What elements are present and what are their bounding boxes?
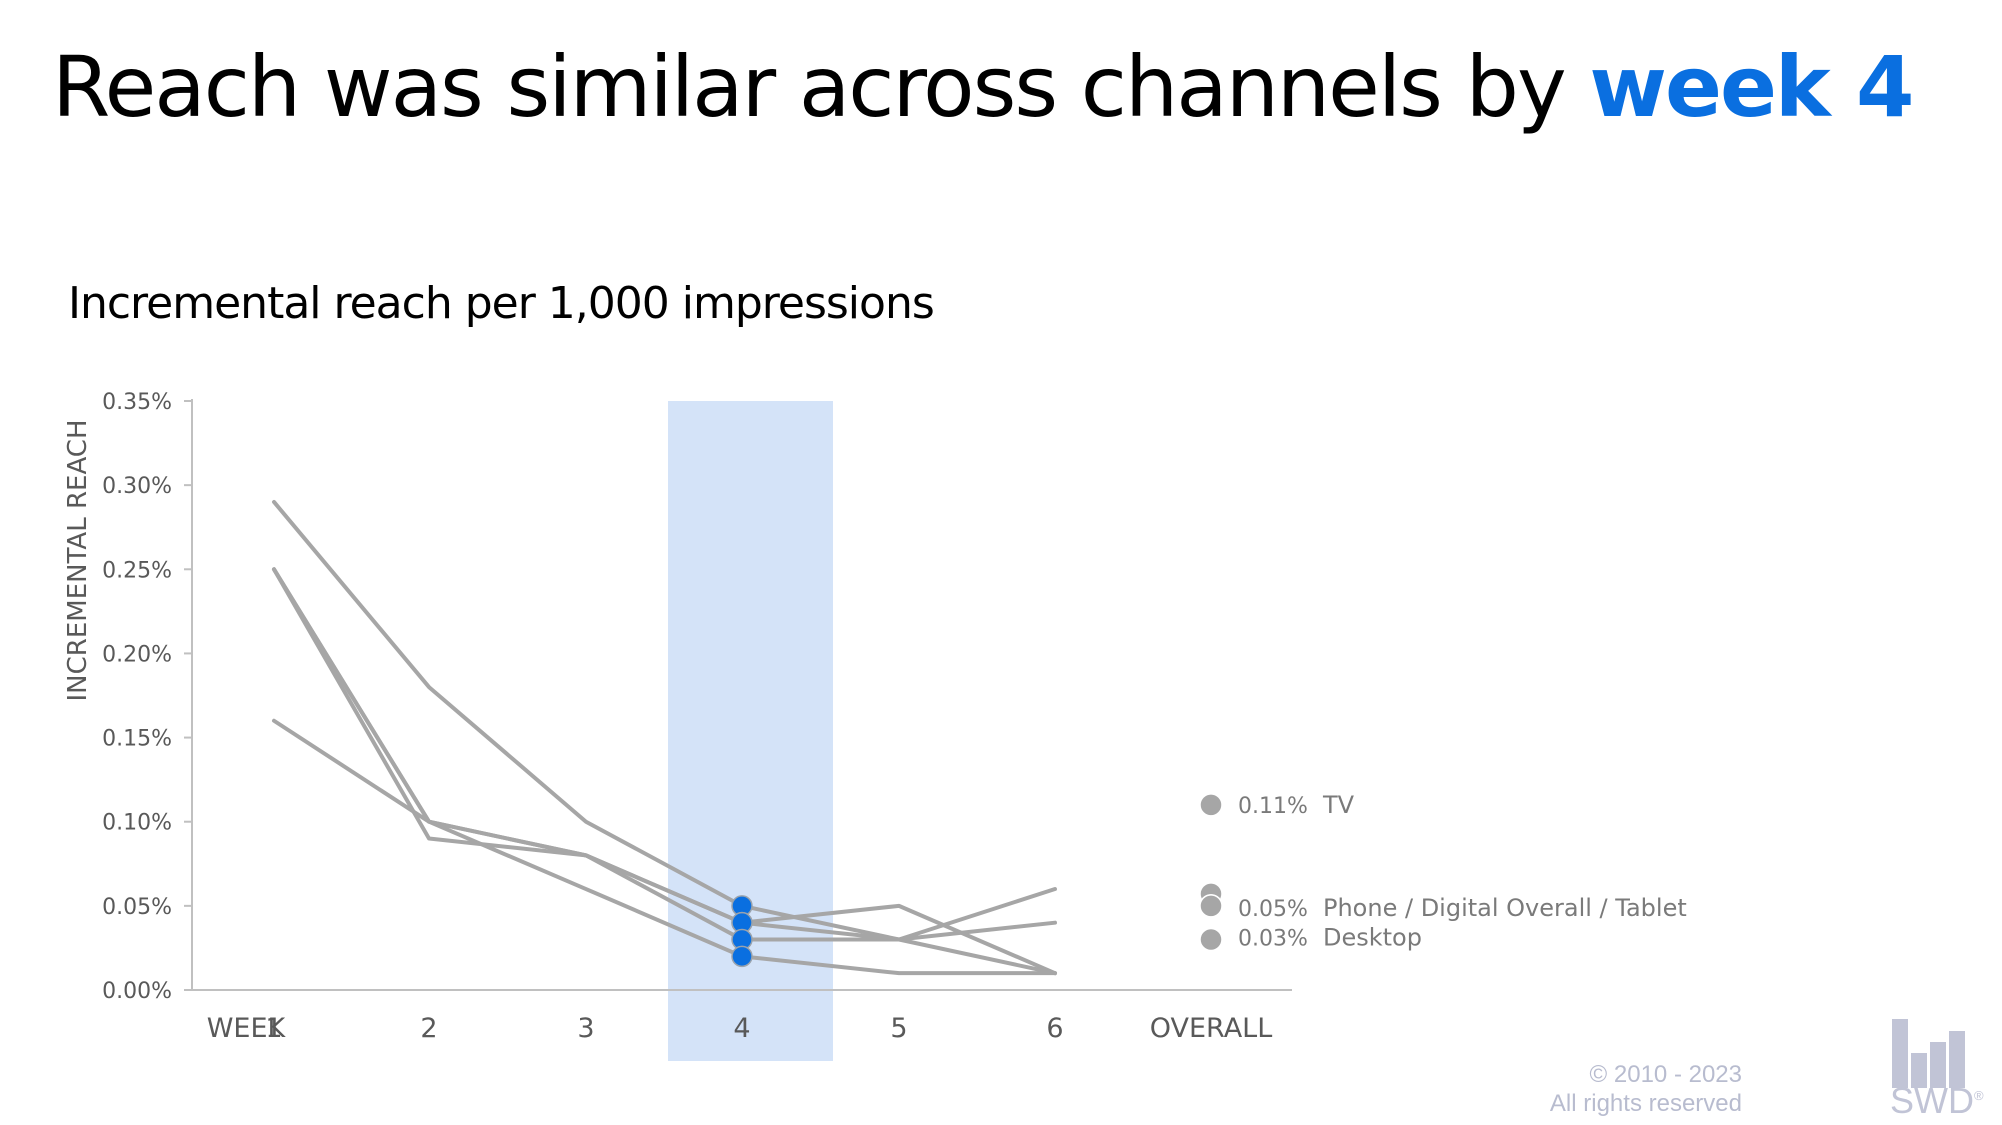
- copyright-years: © 2010 - 2023: [1589, 1061, 1742, 1088]
- y-tick-label: 0.10%: [102, 811, 172, 836]
- series-lines: [272, 499, 1057, 976]
- page-title: Reach was similar across channels by wee…: [52, 38, 1915, 136]
- series-line: [272, 567, 1057, 942]
- y-tick-label: 0.05%: [102, 895, 172, 920]
- overall-series-name: Phone / Digital Overall / Tablet: [1323, 894, 1687, 922]
- x-tick-label: 6: [1046, 1013, 1063, 1044]
- x-tick-label: 5: [890, 1013, 907, 1044]
- title-prefix: Reach was similar across channels by: [52, 38, 1590, 136]
- y-tick-label: 0.35%: [102, 390, 172, 415]
- overall-dot: [1199, 793, 1223, 817]
- overall-value-label: 0.03%: [1238, 927, 1308, 952]
- week4-dots: [731, 895, 753, 968]
- logo-bar-1: [1892, 1019, 1908, 1088]
- logo-bar-2: [1911, 1053, 1927, 1088]
- y-tick-label: 0.20%: [102, 642, 172, 667]
- x-tick-label: OVERALL: [1150, 1013, 1273, 1044]
- overall-dot: [1199, 894, 1223, 918]
- chart-subtitle: Incremental reach per 1,000 impressions: [68, 278, 935, 329]
- y-tick-label: 0.30%: [102, 474, 172, 499]
- overall-series-name: TV: [1322, 791, 1355, 819]
- week4-dot: [731, 945, 753, 968]
- rights-text: All rights reserved: [1549, 1090, 1742, 1117]
- series-line: [272, 718, 1057, 976]
- series-line: [272, 567, 1057, 942]
- logo-bar-3: [1930, 1042, 1946, 1088]
- overall-value-label: 0.05%: [1238, 897, 1308, 922]
- y-axis-title: INCREMENTAL REACH: [63, 419, 93, 701]
- y-tick-label: 0.25%: [102, 558, 172, 583]
- overall-value-label: 0.11%: [1238, 794, 1308, 819]
- copyright-footer: © 2010 - 2023 All rights reserved: [1550, 1060, 1742, 1118]
- overall-labels: 0.11% TV 0.05% Phone / Digital Overall / Ta…: [1199, 791, 1687, 952]
- swd-logo: SWD®: [1890, 1008, 1984, 1121]
- overall-series-name: Desktop: [1323, 924, 1422, 952]
- x-tick-label: 3: [577, 1013, 594, 1044]
- y-tick-label: 0.15%: [102, 727, 172, 752]
- series-line: [272, 499, 1057, 976]
- x-tick-label: 4: [733, 1013, 750, 1044]
- x-tick-label: WEEK: [207, 1013, 287, 1044]
- title-highlight: week 4: [1589, 38, 1914, 136]
- x-tick-label: 2: [420, 1013, 437, 1044]
- y-tick-label: 0.00%: [102, 979, 172, 1004]
- x-tick-label: 1: [265, 1013, 282, 1044]
- logo-wordmark: SWD®: [1890, 1080, 1984, 1121]
- overall-dot: [1199, 927, 1223, 952]
- logo-bar-4: [1949, 1031, 1965, 1088]
- chart-axes: 0.00% 0.05% 0.10% 0.15% 0.20% 0.25% 0.30% 0.35%…: [63, 390, 1292, 1044]
